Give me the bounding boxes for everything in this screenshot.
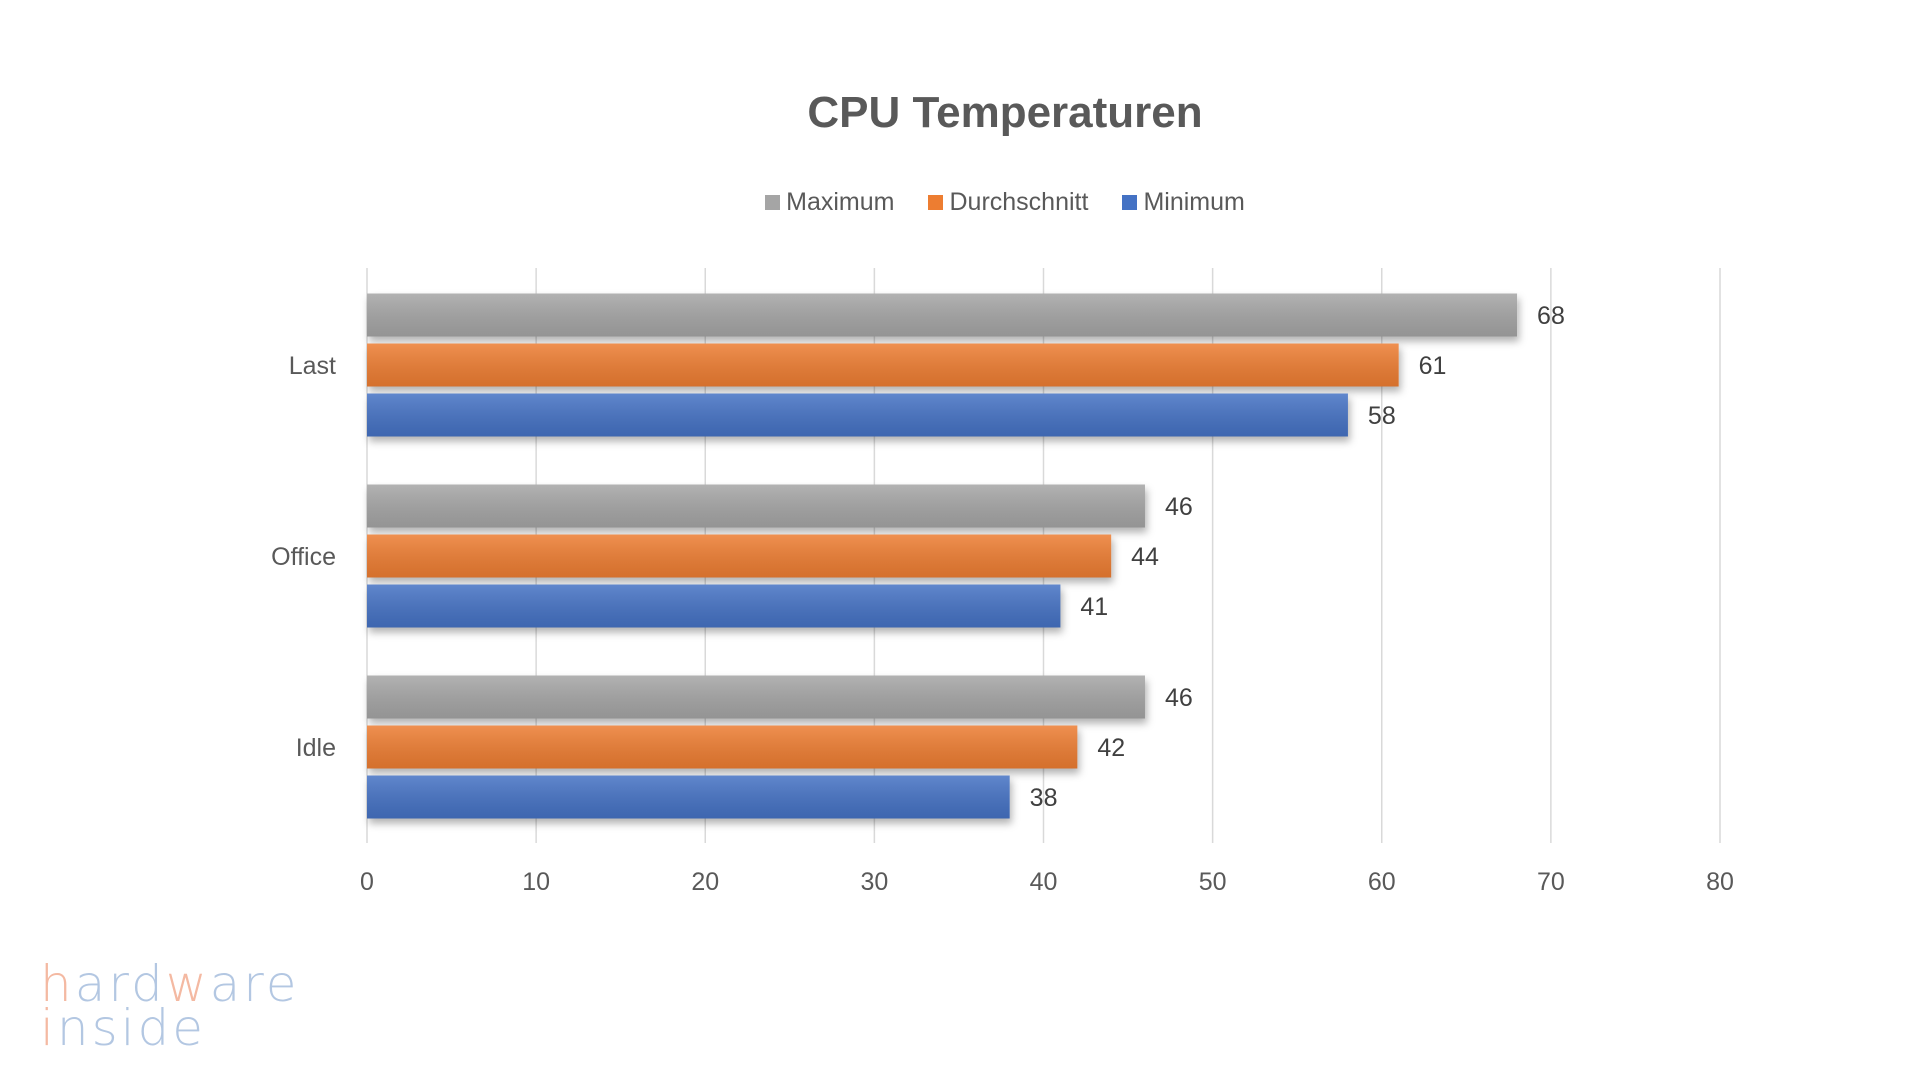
- data-label: 41: [1080, 593, 1108, 621]
- bar-shading: [367, 484, 1145, 528]
- legend-label: Maximum: [786, 188, 895, 216]
- bar-shading: [367, 584, 1061, 628]
- data-label: 38: [1030, 784, 1058, 812]
- x-tick-label: 70: [1537, 868, 1565, 896]
- x-tick-label: 20: [691, 868, 719, 896]
- x-tick-label: 30: [860, 868, 888, 896]
- bar-shading: [367, 534, 1112, 578]
- x-tick-label: 50: [1199, 868, 1227, 896]
- legend-label: Durchschnitt: [949, 188, 1089, 216]
- bar-shading: [367, 343, 1399, 387]
- category-label: Office: [271, 543, 336, 571]
- x-tick-label: 10: [522, 868, 550, 896]
- bar-shading: [367, 675, 1145, 719]
- x-tick-label: 0: [360, 868, 374, 896]
- data-label: 46: [1165, 493, 1193, 521]
- x-tick-label: 60: [1368, 868, 1396, 896]
- hardware-inside-logo: hardware inside: [40, 955, 300, 1057]
- data-label: 46: [1165, 684, 1193, 712]
- bar-shading: [367, 775, 1010, 819]
- data-label: 58: [1368, 402, 1396, 430]
- legend-item: Minimum: [1122, 188, 1245, 217]
- legend-swatch: [1122, 195, 1138, 210]
- category-label: Idle: [296, 734, 336, 762]
- x-tick-label: 40: [1030, 868, 1058, 896]
- bar-shading: [367, 725, 1078, 769]
- legend: Maximum Durchschnitt Minimum: [0, 188, 1920, 217]
- legend-swatch: [928, 195, 944, 210]
- legend-item: Maximum: [765, 188, 894, 217]
- category-label: Last: [289, 352, 336, 380]
- x-tick-label: 80: [1706, 868, 1734, 896]
- data-label: 61: [1419, 352, 1447, 380]
- data-label: 68: [1537, 302, 1565, 330]
- legend-swatch: [765, 195, 781, 210]
- bar-shading: [367, 293, 1518, 337]
- chart-title: CPU Temperaturen: [807, 88, 1203, 137]
- legend-label: Minimum: [1143, 188, 1245, 216]
- legend-item: Durchschnitt: [928, 188, 1088, 217]
- data-label: 44: [1131, 543, 1159, 571]
- data-label: 42: [1097, 734, 1125, 762]
- bar-shading: [367, 393, 1348, 437]
